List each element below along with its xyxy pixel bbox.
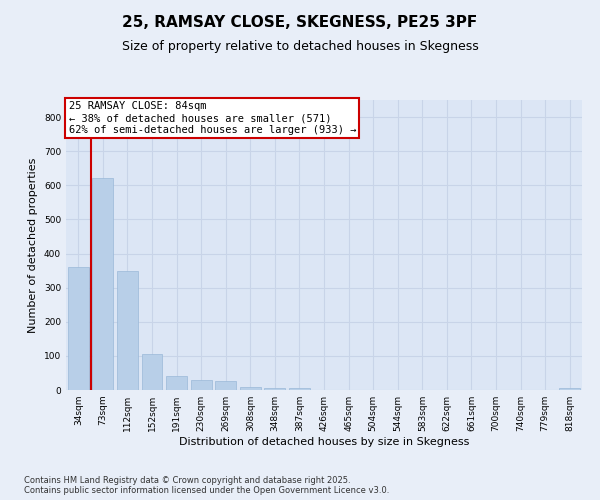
Bar [289,388,310,390]
Text: Contains HM Land Registry data © Crown copyright and database right 2025.
Contai: Contains HM Land Registry data © Crown c… [24,476,389,495]
Bar [191,380,212,390]
Text: Size of property relative to detached houses in Skegness: Size of property relative to detached ho… [122,40,478,53]
Bar [559,388,580,390]
Bar [142,354,163,390]
Text: 25, RAMSAY CLOSE, SKEGNESS, PE25 3PF: 25, RAMSAY CLOSE, SKEGNESS, PE25 3PF [122,15,478,30]
Y-axis label: Number of detached properties: Number of detached properties [28,158,38,332]
Bar [265,388,286,390]
Bar [92,178,113,390]
Bar [166,376,187,390]
Bar [68,267,89,390]
Text: 25 RAMSAY CLOSE: 84sqm
← 38% of detached houses are smaller (571)
62% of semi-de: 25 RAMSAY CLOSE: 84sqm ← 38% of detached… [68,102,356,134]
X-axis label: Distribution of detached houses by size in Skegness: Distribution of detached houses by size … [179,437,469,447]
Bar [240,386,261,390]
Bar [117,270,138,390]
Bar [215,382,236,390]
